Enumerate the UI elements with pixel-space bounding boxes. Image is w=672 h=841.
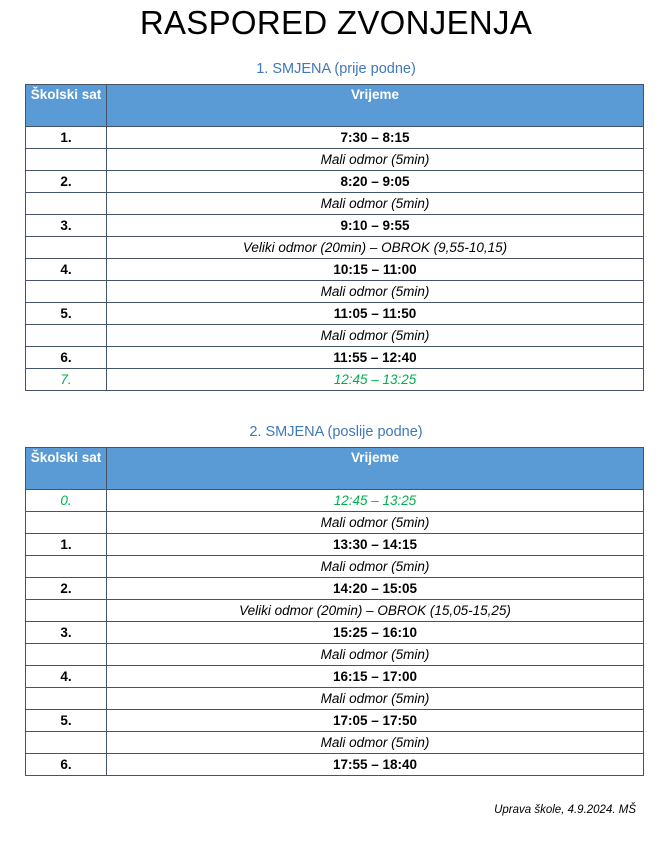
table-row: 6. 17:55 – 18:40: [25, 753, 644, 776]
shift-1-table: Školski sat Vrijeme 1. 7:30 – 8:15 Mali od…: [25, 84, 644, 391]
cell-vrijeme: Mali odmor (5min): [106, 731, 644, 754]
cell-skolski-sat: 6.: [25, 346, 107, 369]
cell-skolski-sat: 5.: [25, 302, 107, 325]
cell-vrijeme: Mali odmor (5min): [106, 555, 644, 578]
cell-vrijeme: 10:15 – 11:00: [106, 258, 644, 281]
cell-vrijeme: 16:15 – 17:00: [106, 665, 644, 688]
header-vrijeme: Vrijeme: [106, 447, 644, 490]
cell-skolski-sat: 4.: [25, 258, 107, 281]
cell-skolski-sat: 2.: [25, 577, 107, 600]
cell-vrijeme: 11:55 – 12:40: [106, 346, 644, 369]
cell-vrijeme: 13:30 – 14:15: [106, 533, 644, 556]
cell-vrijeme: Mali odmor (5min): [106, 643, 644, 666]
table-row: Mali odmor (5min): [25, 687, 644, 710]
cell-vrijeme: Mali odmor (5min): [106, 148, 644, 171]
cell-skolski-sat: [25, 511, 107, 534]
cell-vrijeme: Mali odmor (5min): [106, 280, 644, 303]
table-row: Mali odmor (5min): [25, 643, 644, 666]
table-row: 3. 9:10 – 9:55: [25, 214, 644, 237]
cell-vrijeme: 17:05 – 17:50: [106, 709, 644, 732]
cell-skolski-sat: [25, 192, 107, 215]
table-row: 2. 8:20 – 9:05: [25, 170, 644, 193]
cell-vrijeme: Mali odmor (5min): [106, 687, 644, 710]
cell-vrijeme: 8:20 – 9:05: [106, 170, 644, 193]
cell-vrijeme: 7:30 – 8:15: [106, 126, 644, 149]
cell-skolski-sat: [25, 731, 107, 754]
table-row: 4. 16:15 – 17:00: [25, 665, 644, 688]
shift-2-title: 2. SMJENA (poslije podne): [249, 424, 423, 440]
cell-vrijeme: 11:05 – 11:50: [106, 302, 644, 325]
header-skolski-sat: Školski sat: [25, 447, 107, 490]
cell-vrijeme: 14:20 – 15:05: [106, 577, 644, 600]
cell-skolski-sat: 0.: [25, 489, 107, 512]
cell-vrijeme: 9:10 – 9:55: [106, 214, 644, 237]
cell-vrijeme: 12:45 – 13:25: [106, 489, 644, 512]
table-row: Mali odmor (5min): [25, 731, 644, 754]
cell-vrijeme: 15:25 – 16:10: [106, 621, 644, 644]
cell-skolski-sat: 4.: [25, 665, 107, 688]
table-row: 1. 7:30 – 8:15: [25, 126, 644, 149]
table-row: 3. 15:25 – 16:10: [25, 621, 644, 644]
table-row: Veliki odmor (20min) – OBROK (15,05-15,2…: [25, 599, 644, 622]
cell-skolski-sat: [25, 555, 107, 578]
table-row: Mali odmor (5min): [25, 324, 644, 347]
cell-skolski-sat: [25, 236, 107, 259]
table-row: Mali odmor (5min): [25, 511, 644, 534]
cell-skolski-sat: 2.: [25, 170, 107, 193]
page-title: RASPORED ZVONJENJA: [139, 4, 533, 41]
table-row: 5. 11:05 – 11:50: [25, 302, 644, 325]
cell-skolski-sat: [25, 324, 107, 347]
footer-signature: Uprava škole, 4.9.2024. MŠ: [494, 804, 636, 816]
cell-vrijeme: 17:55 – 18:40: [106, 753, 644, 776]
cell-vrijeme: Mali odmor (5min): [106, 511, 644, 534]
cell-skolski-sat: 3.: [25, 621, 107, 644]
cell-skolski-sat: 1.: [25, 533, 107, 556]
cell-skolski-sat: [25, 687, 107, 710]
table-row: Mali odmor (5min): [25, 192, 644, 215]
table-row: 7. 12:45 – 13:25: [25, 368, 644, 391]
cell-skolski-sat: 6.: [25, 753, 107, 776]
cell-skolski-sat: 3.: [25, 214, 107, 237]
table-row: 4. 10:15 – 11:00: [25, 258, 644, 281]
header-skolski-sat: Školski sat: [25, 84, 107, 127]
table-row: Mali odmor (5min): [25, 555, 644, 578]
cell-skolski-sat: 1.: [25, 126, 107, 149]
cell-skolski-sat: [25, 280, 107, 303]
table-row: 1. 13:30 – 14:15: [25, 533, 644, 556]
cell-vrijeme: Veliki odmor (20min) – OBROK (15,05-15,2…: [106, 599, 644, 622]
cell-vrijeme: Mali odmor (5min): [106, 324, 644, 347]
shift-2-table: Školski sat Vrijeme 0. 12:45 – 13:25 Mali …: [25, 447, 644, 776]
header-vrijeme: Vrijeme: [106, 84, 644, 127]
shift-1-title: 1. SMJENA (prije podne): [256, 61, 416, 77]
cell-vrijeme: 12:45 – 13:25: [106, 368, 644, 391]
table-row: 5. 17:05 – 17:50: [25, 709, 644, 732]
cell-skolski-sat: [25, 599, 107, 622]
cell-skolski-sat: 7.: [25, 368, 107, 391]
cell-skolski-sat: [25, 148, 107, 171]
cell-skolski-sat: 5.: [25, 709, 107, 732]
cell-skolski-sat: [25, 643, 107, 666]
table-row: Mali odmor (5min): [25, 280, 644, 303]
table-row: Mali odmor (5min): [25, 148, 644, 171]
cell-vrijeme: Veliki odmor (20min) – OBROK (9,55-10,15…: [106, 236, 644, 259]
table-row: 6. 11:55 – 12:40: [25, 346, 644, 369]
cell-vrijeme: Mali odmor (5min): [106, 192, 644, 215]
table-row: 2. 14:20 – 15:05: [25, 577, 644, 600]
table-row: Veliki odmor (20min) – OBROK (9,55-10,15…: [25, 236, 644, 259]
table-row: 0. 12:45 – 13:25: [25, 489, 644, 512]
